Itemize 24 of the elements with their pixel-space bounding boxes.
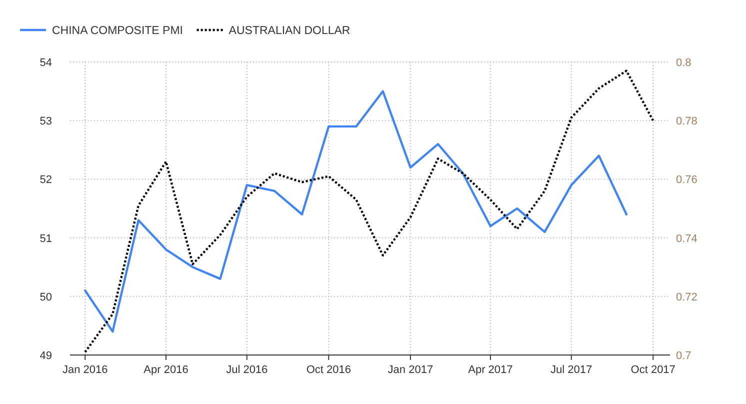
y-tick-label: 52 [40,174,52,186]
x-tick-label: Apr 2016 [144,364,188,376]
legend-label: CHINA COMPOSITE PMI [52,25,183,37]
x-tick-label: Oct 2017 [630,364,676,376]
x-tick-label: Jul 2016 [226,364,268,376]
y2-tick-label: 0.7 [676,350,692,362]
line-series [84,70,654,354]
x-tick-label: Jul 2017 [550,364,592,376]
line-series [84,90,628,333]
y2-tick-label: 0.78 [676,116,698,128]
y-tick-label: 50 [40,291,52,304]
x-tick-label: Apr 2017 [468,364,513,376]
x-tick-label: Oct 2016 [306,364,351,376]
y2-tick-label: 0.76 [676,174,698,186]
x-tick-label: Jan 2016 [62,364,108,376]
x-tick-label: Jan 2017 [388,364,434,376]
y-tick-label: 53 [40,116,52,128]
y2-tick-label: 0.72 [676,291,698,304]
y2-tick-label: 0.74 [676,232,698,245]
y-tick-label: 51 [40,232,52,245]
y-tick-label: 49 [40,350,52,362]
legend-label: AUSTRALIAN DOLLAR [228,25,350,37]
y-tick-label: 54 [40,57,52,69]
y2-tick-label: 0.8 [676,57,692,69]
